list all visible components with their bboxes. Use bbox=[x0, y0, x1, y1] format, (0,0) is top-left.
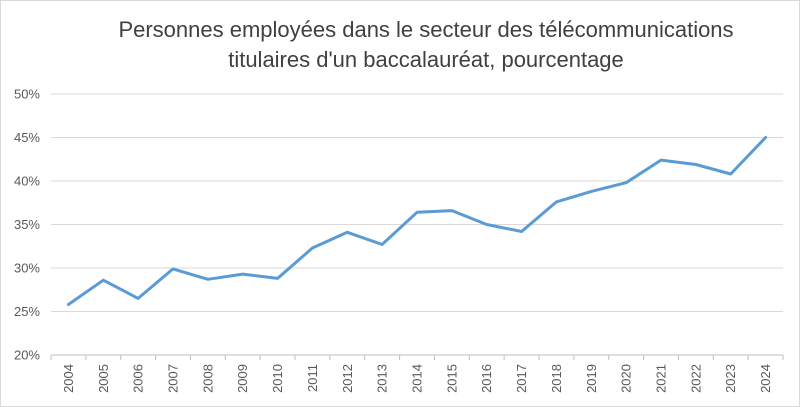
x-tick-label-2022: 2022 bbox=[688, 364, 703, 393]
x-tick-label-2024: 2024 bbox=[758, 364, 773, 393]
y-tick-label: 20% bbox=[14, 348, 40, 363]
x-tick-label-2023: 2023 bbox=[723, 364, 738, 393]
label-layer: 20% 25% 30% 35% 40% 45% 50% 2004 2005 2006 2007 200… bbox=[14, 87, 773, 393]
x-tick-label-2020: 2020 bbox=[619, 364, 634, 393]
y-tick-label: 30% bbox=[14, 261, 40, 276]
x-tick-label-2013: 2013 bbox=[375, 364, 390, 393]
x-tick-label-2006: 2006 bbox=[131, 364, 146, 393]
x-tick-label-2012: 2012 bbox=[340, 364, 355, 393]
y-tick-label: 40% bbox=[14, 174, 40, 189]
y-tick-label: 35% bbox=[14, 217, 40, 232]
chart-title-line-1: Personnes employées dans le secteur des … bbox=[118, 17, 734, 42]
series-line-0 bbox=[66, 136, 768, 306]
x-tick-label-2009: 2009 bbox=[235, 364, 250, 393]
y-tick-label: 45% bbox=[14, 130, 40, 145]
x-tick-label-2018: 2018 bbox=[549, 364, 564, 393]
grid-layer bbox=[51, 93, 783, 312]
series-layer bbox=[66, 136, 768, 306]
x-tick-label-2005: 2005 bbox=[96, 364, 111, 393]
x-tick-label-2017: 2017 bbox=[514, 364, 529, 393]
chart-title: Personnes employées dans le secteur des … bbox=[1, 15, 800, 75]
x-tick-label-2015: 2015 bbox=[444, 364, 459, 393]
chart-title-line-2: titulaires d'un baccalauréat, pourcentag… bbox=[228, 47, 624, 72]
x-tick-label-2010: 2010 bbox=[270, 364, 285, 393]
axis-layer bbox=[50, 354, 784, 360]
x-tick-label-2019: 2019 bbox=[584, 364, 599, 393]
x-tick-label-2008: 2008 bbox=[200, 364, 215, 393]
y-tick-label: 50% bbox=[14, 87, 40, 102]
x-tick-label-2004: 2004 bbox=[61, 364, 76, 393]
x-tick-label-2014: 2014 bbox=[410, 364, 425, 393]
x-tick-label-2016: 2016 bbox=[479, 364, 494, 393]
y-tick-label: 25% bbox=[14, 304, 40, 319]
x-tick-label-2011: 2011 bbox=[305, 364, 320, 392]
x-tick-label-2021: 2021 bbox=[654, 364, 669, 393]
x-tick-label-2007: 2007 bbox=[166, 364, 181, 393]
